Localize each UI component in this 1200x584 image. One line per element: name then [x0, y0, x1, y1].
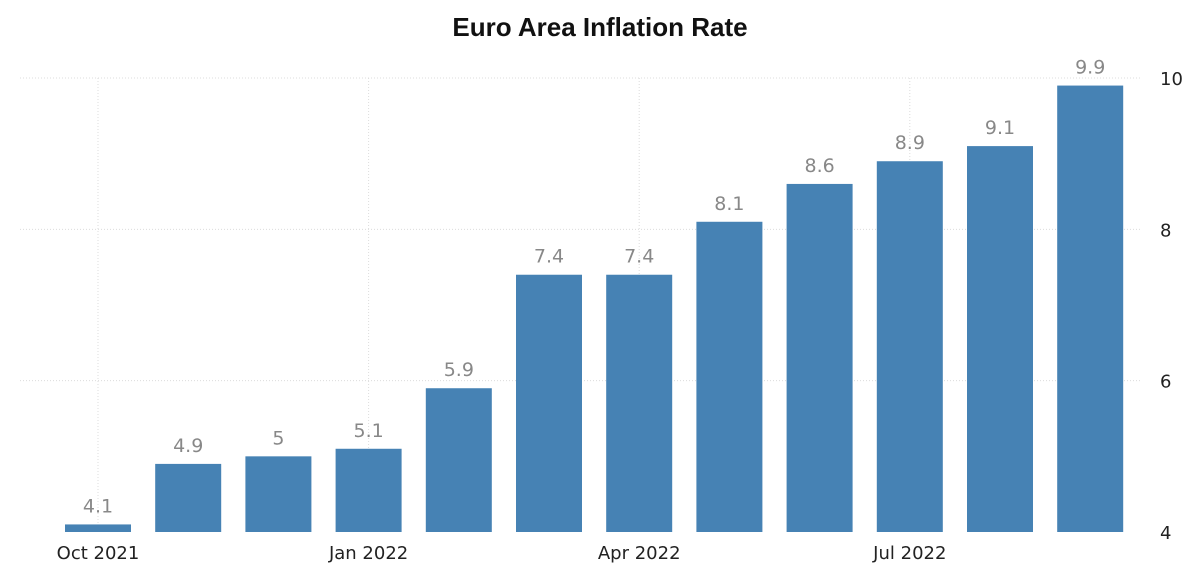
data-label: 5: [272, 427, 284, 449]
data-label: 9.1: [985, 117, 1015, 139]
bar[interactable]: [65, 524, 131, 532]
data-label: 5.9: [444, 359, 474, 381]
data-label: 8.6: [804, 155, 834, 177]
bar[interactable]: [245, 456, 312, 532]
bar[interactable]: [155, 463, 222, 532]
bar[interactable]: [425, 388, 492, 532]
y-tick-label: 10: [1160, 69, 1183, 90]
x-tick-label: Jan 2022: [328, 543, 408, 564]
data-label: 4.9: [173, 435, 203, 457]
data-labels: 4.1 4.9 5 5.1 5.9 7.4 7.4 8.1 8.6 8.9 9.1 9.9: [83, 57, 1105, 518]
bar[interactable]: [696, 221, 763, 532]
data-label: 5.1: [353, 420, 383, 442]
data-label: 8.9: [895, 132, 925, 154]
data-label: 9.9: [1075, 57, 1105, 79]
bar[interactable]: [335, 448, 402, 532]
bar[interactable]: [786, 183, 853, 532]
y-tick-label: 4: [1160, 523, 1171, 544]
data-label: 7.4: [534, 246, 564, 268]
y-tick-label: 6: [1160, 372, 1171, 393]
bar[interactable]: [1057, 85, 1124, 533]
y-tick-label: 8: [1160, 220, 1171, 241]
bar[interactable]: [967, 146, 1033, 532]
x-axis-ticks: Oct 2021 Jan 2022 Apr 2022 Jul 2022: [57, 543, 947, 564]
data-label: 8.1: [714, 193, 744, 215]
chart-title: Euro Area Inflation Rate: [452, 12, 748, 42]
bar[interactable]: [516, 274, 582, 532]
bars: [65, 85, 1124, 533]
bar[interactable]: [606, 274, 673, 532]
x-tick-label: Jul 2022: [872, 543, 946, 564]
data-label: 7.4: [624, 246, 654, 268]
data-label: 4.1: [83, 495, 113, 517]
y-axis-ticks: 4 6 8 10: [1160, 69, 1183, 544]
bar[interactable]: [876, 161, 943, 532]
x-tick-label: Apr 2022: [598, 543, 681, 564]
x-tick-label: Oct 2021: [57, 543, 140, 564]
